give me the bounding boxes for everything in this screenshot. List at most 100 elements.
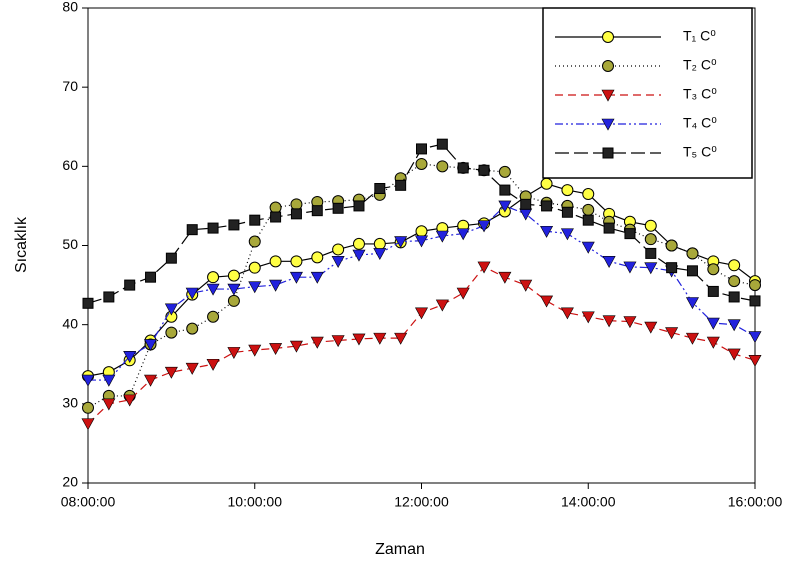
marker — [582, 203, 595, 216]
marker — [164, 366, 178, 379]
y-tick-label: 30 — [62, 395, 78, 411]
marker — [457, 162, 469, 174]
marker — [414, 235, 429, 248]
marker — [685, 332, 699, 345]
marker — [165, 252, 177, 264]
marker — [310, 271, 324, 284]
marker — [185, 287, 199, 300]
y-tick-label: 80 — [62, 0, 78, 15]
marker — [102, 398, 116, 411]
x-tick-label: 14:00:00 — [561, 494, 616, 510]
marker — [227, 283, 241, 296]
marker — [352, 333, 366, 346]
marker — [332, 243, 345, 256]
marker — [414, 307, 429, 320]
marker — [415, 157, 428, 170]
x-axis-label: Zaman — [375, 541, 425, 558]
marker — [623, 261, 637, 274]
marker — [331, 256, 345, 268]
marker — [269, 343, 283, 356]
marker — [706, 336, 720, 349]
marker — [520, 198, 532, 210]
marker — [123, 351, 137, 363]
marker — [728, 275, 741, 288]
y-tick-label: 70 — [62, 78, 78, 94]
marker — [686, 265, 698, 277]
marker — [478, 164, 490, 176]
marker — [602, 315, 616, 328]
marker — [311, 251, 324, 264]
marker — [519, 279, 533, 292]
series-line — [87, 183, 756, 377]
marker — [227, 294, 240, 307]
marker — [436, 160, 449, 173]
marker — [728, 291, 740, 303]
marker — [352, 237, 365, 250]
marker — [331, 335, 345, 348]
x-tick-label: 16:00:00 — [728, 494, 783, 510]
marker — [248, 344, 262, 357]
marker — [395, 179, 407, 191]
marker — [541, 200, 553, 212]
marker — [602, 60, 614, 72]
marker — [561, 206, 573, 218]
y-tick-label: 40 — [62, 315, 78, 331]
legend-label: T₃ C⁰ — [683, 86, 717, 102]
marker — [644, 321, 658, 334]
marker — [186, 322, 199, 335]
marker — [228, 219, 240, 231]
marker — [560, 307, 574, 320]
marker — [435, 230, 449, 243]
marker — [602, 147, 614, 159]
marker — [416, 143, 427, 155]
marker — [82, 401, 94, 414]
series-line — [87, 163, 756, 409]
marker — [477, 220, 491, 233]
x-tick-label: 08:00:00 — [61, 494, 116, 510]
marker — [311, 205, 323, 217]
marker — [248, 261, 261, 274]
marker — [582, 188, 595, 201]
marker — [749, 295, 761, 307]
marker — [164, 303, 178, 316]
marker — [373, 248, 387, 261]
marker — [644, 233, 657, 246]
y-axis-label: Sıcaklık — [13, 216, 30, 273]
marker — [81, 374, 95, 387]
y-tick-label: 50 — [62, 236, 78, 252]
marker — [249, 214, 261, 226]
marker — [207, 310, 220, 323]
marker — [582, 214, 594, 226]
marker — [289, 340, 303, 353]
y-tick-label: 60 — [62, 157, 78, 173]
marker — [248, 235, 261, 248]
marker — [353, 200, 365, 212]
marker — [270, 211, 282, 223]
marker — [665, 327, 679, 340]
marker — [644, 262, 658, 275]
marker — [727, 319, 741, 332]
marker — [352, 249, 366, 262]
marker — [686, 247, 699, 260]
marker — [707, 263, 720, 276]
marker — [498, 165, 511, 178]
marker — [665, 239, 678, 252]
marker — [144, 374, 158, 387]
marker — [394, 236, 408, 249]
marker — [415, 225, 428, 238]
marker — [499, 184, 511, 196]
marker — [81, 418, 95, 431]
marker — [666, 262, 678, 274]
marker — [144, 339, 158, 352]
marker — [248, 281, 262, 294]
marker — [748, 331, 762, 344]
marker — [498, 271, 512, 284]
marker — [560, 228, 574, 241]
marker — [269, 279, 283, 292]
marker — [165, 326, 178, 339]
marker — [206, 358, 220, 371]
marker — [186, 224, 198, 236]
marker — [374, 183, 386, 194]
marker — [310, 336, 324, 349]
